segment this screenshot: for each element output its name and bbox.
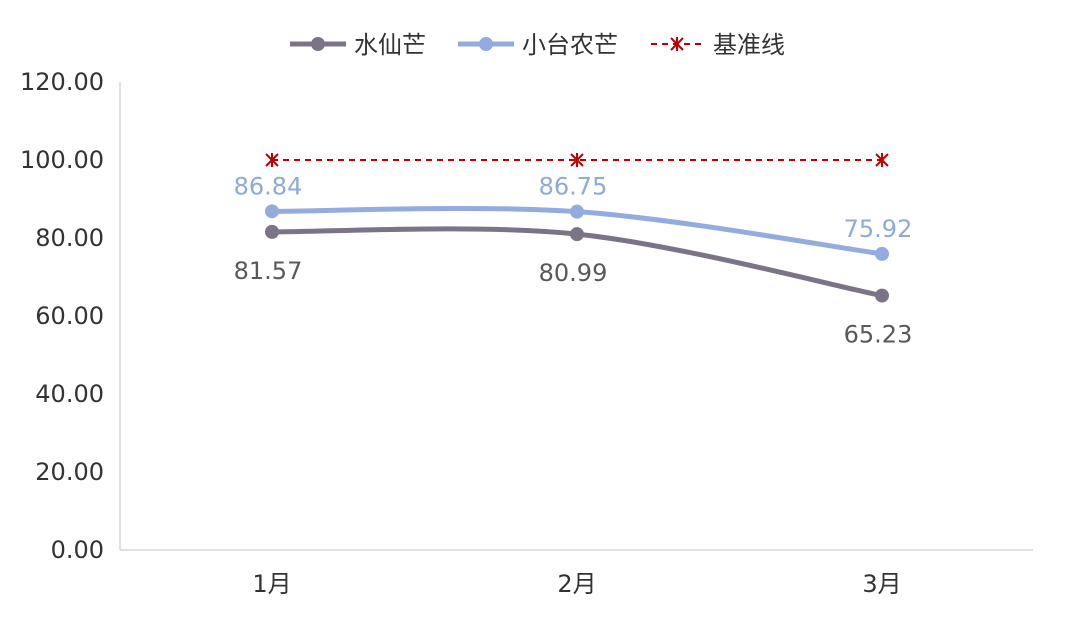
x-tick-label: 1月 bbox=[252, 570, 291, 598]
series-0 bbox=[265, 224, 889, 303]
data-label: 65.23 bbox=[844, 321, 913, 349]
y-axis: 0.00 20.00 40.00 60.00 80.00 100.00 120.00 bbox=[20, 68, 121, 564]
y-tick-label: 120.00 bbox=[20, 68, 104, 96]
y-tick-label: 40.00 bbox=[35, 380, 104, 408]
data-label-layer: 81.57 80.99 65.23 86.84 86.75 75.92 bbox=[234, 172, 913, 348]
y-tick-label: 0.00 bbox=[51, 536, 104, 564]
series-point bbox=[265, 204, 279, 219]
series-point bbox=[265, 224, 279, 239]
data-label: 75.92 bbox=[844, 215, 913, 243]
data-label: 86.84 bbox=[234, 172, 303, 200]
x-tick-label: 2月 bbox=[557, 570, 596, 598]
legend-item-2: 基准线 bbox=[651, 31, 785, 59]
series-point bbox=[570, 204, 584, 219]
series-point bbox=[570, 227, 584, 242]
y-tick-label: 60.00 bbox=[35, 302, 104, 330]
legend-label: 基准线 bbox=[713, 31, 785, 59]
series-point bbox=[875, 288, 889, 303]
legend-marker bbox=[670, 37, 684, 51]
y-tick-label: 100.00 bbox=[20, 146, 104, 174]
series-point bbox=[875, 246, 889, 261]
y-tick-label: 80.00 bbox=[35, 224, 104, 252]
y-tick-label: 20.00 bbox=[35, 458, 104, 486]
series-1 bbox=[265, 204, 889, 261]
legend-label: 小台农芒 bbox=[522, 31, 618, 59]
legend-item-1: 小台农芒 bbox=[458, 31, 618, 59]
legend-item-0: 水仙芒 bbox=[290, 31, 426, 59]
series-2 bbox=[265, 153, 889, 167]
data-label: 86.75 bbox=[539, 173, 608, 201]
data-label: 81.57 bbox=[234, 257, 303, 285]
legend: 水仙芒 小台农芒 基准线 bbox=[290, 31, 785, 59]
x-axis: 1月 2月 3月 bbox=[120, 549, 1033, 598]
x-tick-label: 3月 bbox=[862, 570, 901, 598]
legend-marker bbox=[479, 37, 493, 51]
baseline-marker bbox=[265, 153, 279, 167]
series-layer bbox=[265, 153, 889, 303]
baseline-marker bbox=[570, 153, 584, 167]
legend-marker bbox=[311, 37, 325, 51]
baseline-marker bbox=[875, 153, 889, 167]
legend-label: 水仙芒 bbox=[354, 31, 426, 59]
data-label: 80.99 bbox=[539, 259, 608, 287]
